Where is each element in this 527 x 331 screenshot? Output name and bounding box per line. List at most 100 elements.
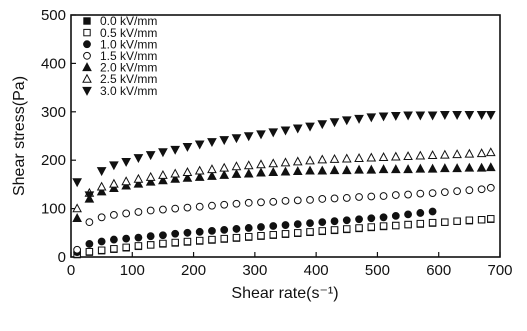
data-point (243, 160, 254, 170)
x-tick-label: 0 (67, 262, 75, 279)
data-point (354, 153, 364, 162)
data-point (317, 165, 328, 175)
series-5 (72, 147, 496, 213)
data-point (440, 149, 450, 159)
data-point (366, 113, 377, 123)
data-point (269, 197, 278, 206)
data-point (146, 232, 155, 241)
legend-marker (82, 86, 92, 96)
series-6 (72, 111, 496, 201)
data-point (244, 198, 253, 207)
data-point (317, 154, 328, 164)
data-point (231, 134, 242, 144)
data-point (294, 229, 302, 237)
data-point (485, 147, 496, 157)
data-point (416, 219, 425, 228)
data-point (293, 196, 302, 205)
data-point (341, 116, 352, 126)
data-point (329, 118, 340, 128)
data-point (121, 157, 131, 167)
y-tick-label: 0 (58, 249, 66, 266)
data-point (171, 229, 180, 238)
data-point (269, 231, 277, 239)
data-point (219, 136, 230, 146)
y-tick-label: 200 (41, 152, 66, 169)
data-point (85, 240, 94, 248)
data-point (220, 234, 228, 243)
data-point (194, 165, 205, 175)
data-point (134, 242, 143, 250)
data-point (97, 237, 106, 246)
data-point (231, 168, 242, 178)
data-point (404, 210, 412, 219)
data-point (428, 189, 437, 198)
data-point (464, 148, 475, 158)
data-point (72, 213, 82, 222)
data-point (292, 156, 303, 166)
data-point (85, 218, 94, 227)
x-axis-title: Shear rate(s⁻¹) (231, 285, 338, 302)
x-tick-label: 200 (181, 262, 206, 279)
data-point (379, 192, 388, 200)
data-point (416, 209, 425, 217)
data-point (355, 215, 363, 224)
data-point (208, 226, 216, 235)
data-point (403, 111, 413, 121)
data-point (486, 183, 495, 192)
data-point (134, 233, 143, 242)
data-point (427, 111, 438, 121)
data-point (415, 163, 426, 173)
data-point (378, 112, 389, 122)
data-point (281, 221, 290, 229)
data-point (392, 221, 400, 230)
data-point (194, 140, 205, 150)
data-point (257, 232, 265, 240)
data-point (110, 235, 118, 244)
data-point (245, 232, 253, 241)
data-point (243, 168, 254, 178)
data-point (404, 190, 412, 199)
data-point (477, 185, 486, 194)
data-point (403, 164, 413, 174)
data-point (146, 241, 155, 249)
data-point (465, 216, 474, 224)
data-point (367, 223, 376, 231)
data-point (476, 111, 487, 120)
data-point (292, 166, 303, 176)
data-point (268, 158, 279, 168)
data-point (171, 204, 180, 213)
x-tick-label: 100 (120, 262, 145, 279)
legend-marker (82, 62, 92, 72)
data-point (305, 155, 315, 165)
data-point (341, 165, 352, 175)
data-point (97, 213, 106, 222)
legend-label: 2.0 kV/mm (100, 61, 157, 75)
data-point (292, 124, 303, 134)
data-point (306, 195, 314, 204)
data-point (281, 196, 290, 205)
data-point (452, 163, 462, 173)
data-point (134, 208, 143, 216)
data-point (170, 173, 181, 183)
data-point (477, 216, 486, 224)
data-point (281, 230, 290, 238)
data-point (268, 167, 279, 176)
data-point (404, 220, 412, 229)
data-point (182, 142, 193, 152)
legend-label: 1.0 kV/mm (100, 37, 157, 51)
data-point (355, 224, 363, 232)
data-point (73, 245, 82, 254)
data-point (85, 247, 94, 256)
data-point (159, 239, 167, 248)
data-point (293, 220, 302, 228)
data-point (306, 228, 314, 236)
data-point (145, 151, 156, 161)
data-point (158, 148, 168, 158)
data-point (170, 168, 181, 178)
data-point (318, 218, 327, 227)
data-point (440, 111, 450, 120)
data-point (158, 175, 168, 185)
data-point (96, 186, 107, 196)
data-point (465, 186, 474, 195)
